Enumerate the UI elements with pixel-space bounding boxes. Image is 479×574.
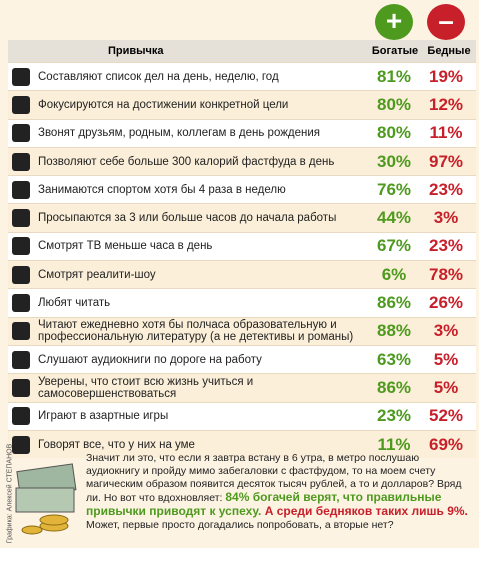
poor-percent: 23% xyxy=(428,236,464,256)
habit-text: Говорят все, что у них на уме xyxy=(38,438,195,451)
poor-percent: 19% xyxy=(428,66,464,86)
note-text: Значит ли это, что если я завтра встану … xyxy=(86,452,462,504)
rich-percent: 76% xyxy=(376,179,412,199)
habit-icon xyxy=(12,322,30,341)
habit-text: Смотрят ТВ меньше часа в день xyxy=(38,240,213,253)
rich-percent: 23% xyxy=(376,406,412,426)
habit-row: Составляют список дел на день, неделю, г… xyxy=(8,62,476,91)
poor-percent: 11% xyxy=(429,123,463,143)
header-row: Привычка Богатые Бедные xyxy=(8,40,476,62)
header-habit: Привычка xyxy=(108,45,164,57)
rich-percent: 44% xyxy=(376,208,412,228)
money-illustration xyxy=(15,463,77,535)
habit-text: Смотрят реалити-шоу xyxy=(38,268,156,281)
habit-icon xyxy=(12,237,30,256)
habit-row: Просыпаются за 3 или больше часов до нач… xyxy=(8,203,476,232)
habit-row: Позволяют себе больше 300 калорий фастфу… xyxy=(8,146,476,176)
rich-percent: 80% xyxy=(376,123,412,143)
habit-row: Фокусируются на достижении конкретной це… xyxy=(8,90,476,119)
poor-percent: 26% xyxy=(428,293,464,313)
habit-row: Играют в азартные игры 23% 52% xyxy=(8,401,476,430)
note: Значит ли это, что если я завтра встану … xyxy=(86,452,471,532)
habit-text: Позволяют себе больше 300 калорий фастфу… xyxy=(38,155,335,168)
habit-row: Уверены, что стоит всю жизнь учиться и с… xyxy=(8,373,476,402)
habit-text: Занимаются спортом хотя бы 4 раза в неде… xyxy=(38,183,286,196)
rich-percent: 63% xyxy=(376,349,412,369)
header-poor: Бедные xyxy=(427,45,471,57)
rich-percent: 30% xyxy=(376,151,412,171)
habit-text: Слушают аудиокниги по дороге на работу xyxy=(38,353,262,366)
habit-row: Звонят друзьям, родным, коллегам в день … xyxy=(8,118,476,147)
habit-icon xyxy=(12,350,30,369)
poor-percent: 23% xyxy=(428,179,464,199)
rich-percent: 67% xyxy=(376,236,412,256)
habit-text: Фокусируются на достижении конкретной це… xyxy=(38,98,289,111)
habit-text: Звонят друзьям, родным, коллегам в день … xyxy=(38,127,321,140)
rich-percent: 81% xyxy=(376,66,412,86)
habit-text: Уверены, что стоит всю жизнь учиться и с… xyxy=(38,375,254,400)
rich-percent: 80% xyxy=(376,94,412,114)
habit-icon xyxy=(12,180,30,199)
poor-badge: – xyxy=(427,4,465,40)
poor-percent: 5% xyxy=(433,349,459,369)
poor-percent: 5% xyxy=(433,377,459,397)
poor-percent: 69% xyxy=(428,434,464,454)
habits-table: Привычка Богатые Бедные Составляют списо… xyxy=(8,40,476,459)
rich-percent: 11% xyxy=(377,434,411,454)
credit: Графика: Алексей СТЕПАНОВ xyxy=(6,443,14,544)
habit-row: Читают ежедневно хотя бы полчаса образов… xyxy=(8,316,476,345)
rich-percent: 6% xyxy=(381,264,407,284)
poor-percent: 97% xyxy=(428,151,464,171)
infographic: + – Привычка Богатые Бедные Составляют с… xyxy=(0,0,479,548)
habit-row: Любят читать 86% 26% xyxy=(8,288,476,317)
poor-percent: 78% xyxy=(428,264,464,284)
note-text: Может, первые просто догадались попробов… xyxy=(86,519,394,531)
rich-percent: 86% xyxy=(376,377,412,397)
habit-icon xyxy=(12,378,30,397)
poor-percent: 3% xyxy=(433,321,459,341)
rich-percent: 88% xyxy=(376,321,412,341)
poor-percent: 52% xyxy=(428,406,464,426)
habit-text: Просыпаются за 3 или больше часов до нач… xyxy=(38,212,337,225)
habit-icon xyxy=(12,435,30,454)
habit-row: Говорят все, что у них на уме 11% 69% xyxy=(8,429,476,459)
habit-text: Любят читать xyxy=(38,297,111,310)
habit-icon xyxy=(12,407,30,426)
habit-icon xyxy=(12,152,30,171)
habit-row: Занимаются спортом хотя бы 4 раза в неде… xyxy=(8,175,476,204)
rich-percent: 86% xyxy=(376,293,412,313)
habit-row: Смотрят ТВ меньше часа в день 67% 23% xyxy=(8,231,476,261)
habit-icon xyxy=(12,209,30,228)
habit-icon xyxy=(12,67,30,86)
poor-percent: 12% xyxy=(428,94,464,114)
note-poor: А среди бедняков таких лишь 9%. xyxy=(261,504,468,518)
note-rich: 84% богачей верят, что правильные привыч… xyxy=(86,490,442,518)
habit-text: Играют в азартные игры xyxy=(38,410,169,423)
habit-text: Составляют список дел на день, неделю, г… xyxy=(38,70,279,83)
habit-icon xyxy=(12,294,30,313)
habit-row: Слушают аудиокниги по дороге на работу 63… xyxy=(8,344,476,374)
rich-badge: + xyxy=(375,4,413,40)
header-rich: Богатые xyxy=(371,45,419,57)
habit-icon xyxy=(12,95,30,114)
habit-icon xyxy=(12,124,30,143)
poor-percent: 3% xyxy=(433,208,459,228)
habit-row: Смотрят реалити-шоу 6% 78% xyxy=(8,260,476,289)
habit-text: Читают ежедневно хотя бы полчаса образов… xyxy=(38,319,354,344)
habit-icon xyxy=(12,265,30,284)
